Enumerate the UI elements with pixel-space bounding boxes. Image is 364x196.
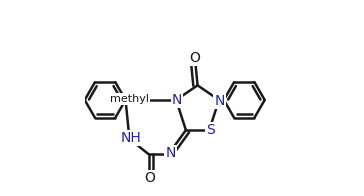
Text: N: N bbox=[172, 93, 182, 107]
Text: O: O bbox=[190, 51, 201, 64]
Text: N: N bbox=[165, 146, 175, 161]
Text: N: N bbox=[214, 94, 225, 108]
Text: NH: NH bbox=[121, 131, 142, 145]
Text: S: S bbox=[206, 123, 214, 137]
Text: methyl: methyl bbox=[111, 94, 150, 104]
Text: O: O bbox=[144, 171, 155, 185]
